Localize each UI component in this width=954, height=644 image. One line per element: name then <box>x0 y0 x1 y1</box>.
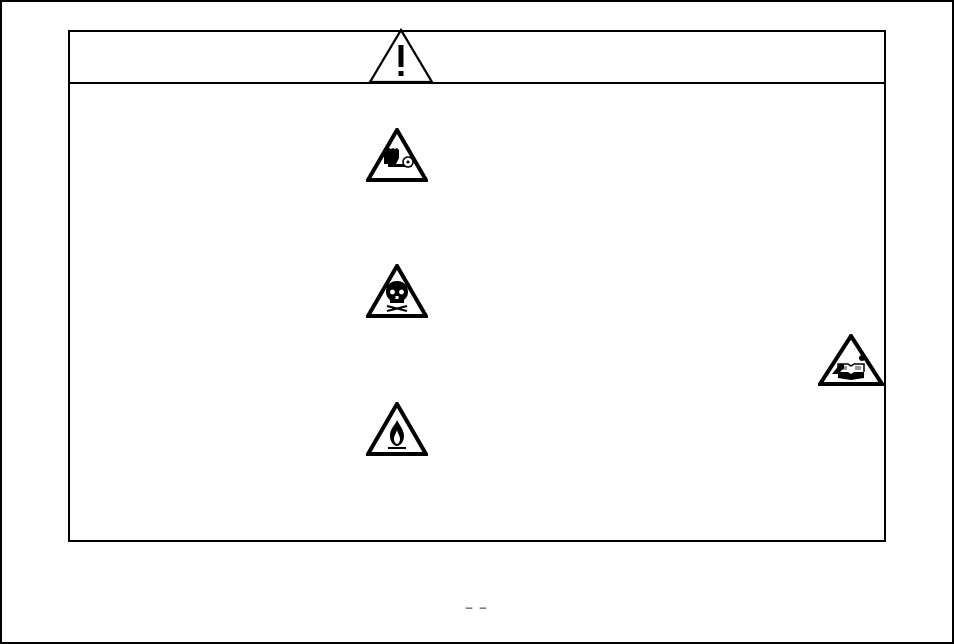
page-border: – – <box>0 0 954 644</box>
exclamation-triangle-icon <box>368 28 434 84</box>
panel-body <box>70 84 884 540</box>
read-manual-hazard-icon <box>818 334 884 386</box>
fire-hazard-icon <box>366 402 428 456</box>
warning-panel <box>68 30 886 542</box>
hand-crush-hazard-icon <box>366 128 428 182</box>
panel-header <box>70 32 884 84</box>
toxic-hazard-icon <box>366 264 428 318</box>
page-number: – – <box>2 600 952 614</box>
